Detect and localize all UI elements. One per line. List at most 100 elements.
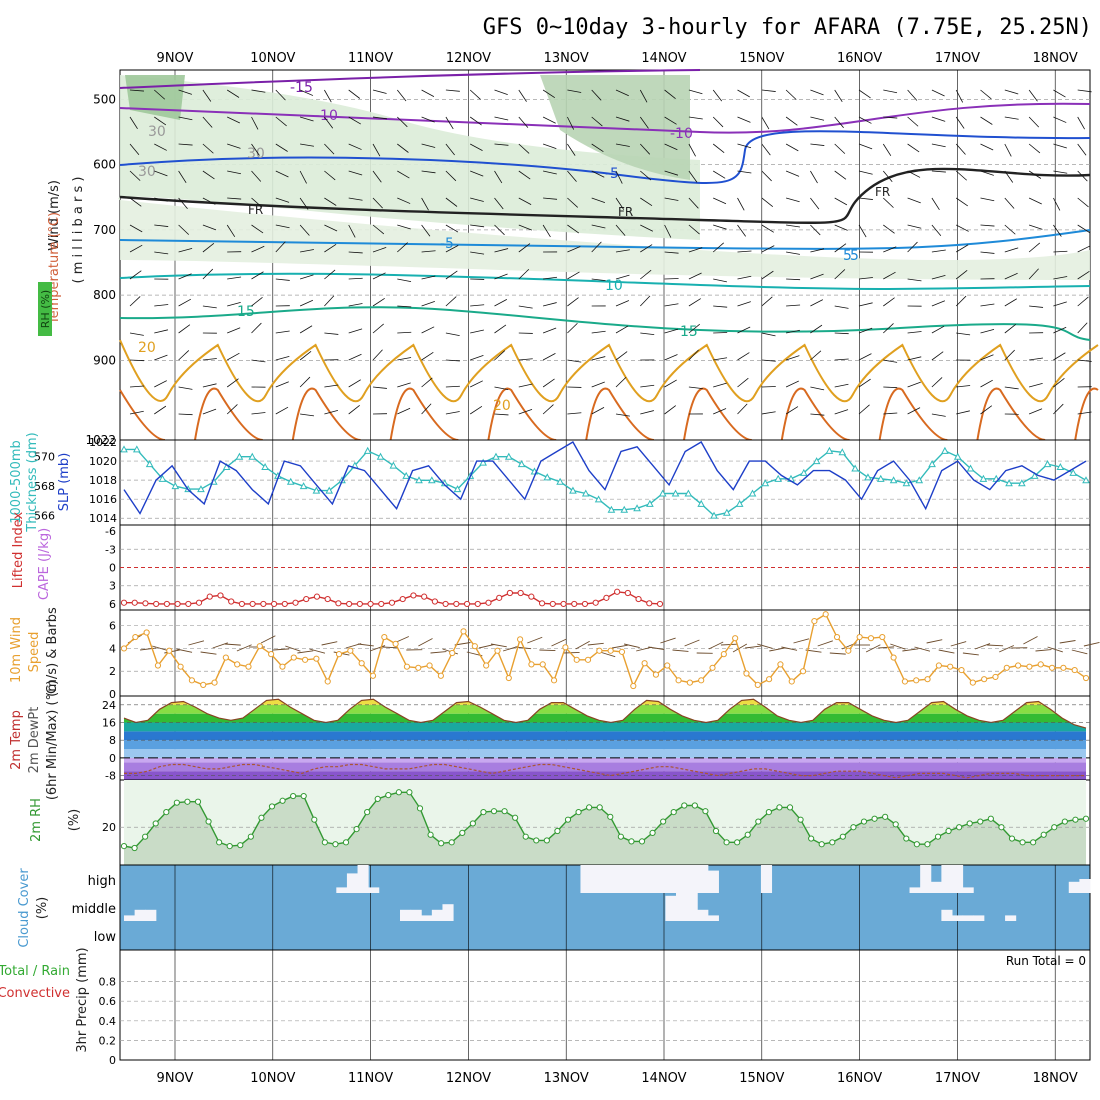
- wind-barb: [324, 170, 336, 181]
- wind-barb: [907, 170, 921, 178]
- wind-barb: [251, 297, 263, 307]
- temp-band: [124, 722, 1086, 732]
- wind10m-point: [550, 677, 558, 684]
- wind-barb: [931, 300, 946, 307]
- wind-barb: [324, 197, 337, 206]
- thickness-point: [646, 499, 654, 507]
- wind-barb: [372, 224, 385, 235]
- wind10m-barb: [902, 648, 919, 652]
- lifted-index-point: [324, 595, 331, 603]
- wind-barb: [980, 405, 993, 415]
- rh2m-point: [469, 820, 476, 827]
- bottom-date-label: 17NOV: [935, 1071, 980, 1086]
- wind-barb: [445, 170, 457, 182]
- rh2m-point: [945, 827, 952, 835]
- wind-barb: [1004, 224, 1016, 235]
- wind-barb: [931, 116, 946, 122]
- wind-barb: [737, 377, 749, 388]
- rh2m-point: [808, 835, 815, 842]
- cloud-middle-bar: [145, 909, 157, 921]
- wind-barb: [372, 247, 387, 253]
- rh2m-point: [1008, 835, 1016, 842]
- wind-barb: [178, 298, 192, 307]
- wind-barb: [688, 197, 699, 209]
- wind10m-point: [268, 651, 275, 658]
- wind10m-barb: [793, 638, 810, 644]
- pressure-tick-label: 600: [93, 158, 116, 172]
- rh2m-point: [300, 792, 307, 800]
- wind-barb: [543, 302, 557, 307]
- wind-barb: [1077, 143, 1087, 156]
- wind-barb: [591, 170, 605, 178]
- temp-band: [124, 731, 1086, 741]
- rh2m-point: [374, 795, 381, 802]
- lifted-index-point: [185, 600, 192, 608]
- wind-barb: [445, 359, 460, 362]
- slp-tick-label: 1018: [89, 474, 117, 487]
- pressure-tick-label: 1022: [85, 433, 116, 447]
- wind-barb: [834, 89, 843, 103]
- thickness-point: [671, 489, 680, 497]
- temp-band: [124, 740, 1086, 750]
- cloud-cover-panel: high middle low: [72, 864, 1091, 951]
- wind-barb: [154, 251, 169, 255]
- temp2m-line: [123, 698, 1087, 729]
- wind-barb: [786, 304, 801, 307]
- wind-barb: [202, 408, 217, 415]
- wind-barb: [882, 143, 892, 157]
- wind-barb: [324, 409, 339, 415]
- wind-barb: [324, 295, 335, 307]
- thickness-point: [1043, 460, 1052, 468]
- wind10m-barb: [357, 643, 374, 647]
- wind-barb: [299, 274, 314, 280]
- wind10m-point: [234, 661, 241, 668]
- wind-barb: [275, 278, 290, 281]
- rh2m-point: [1019, 839, 1026, 846]
- lifted-index-point: [195, 599, 203, 606]
- wind10m-barb: [527, 636, 543, 644]
- li-tick-label: 0: [109, 562, 116, 575]
- wind-barb: [713, 357, 728, 361]
- wind-barb: [178, 273, 192, 280]
- precip-panel: 0 0.2 0.4 0.6 0.8: [99, 949, 1091, 1067]
- cloud-high-bar: [665, 865, 677, 893]
- wind-barb: [372, 116, 387, 120]
- wind10m-point: [449, 649, 456, 657]
- wind10m-point: [120, 645, 128, 652]
- wind-barb: [761, 332, 776, 337]
- wind-barb: [858, 89, 871, 99]
- rh2m-point: [480, 809, 487, 816]
- thickness-point: [979, 474, 988, 482]
- cloud-middle-bar: [686, 893, 698, 921]
- top-date-axis: 9NOV 10NOV 11NOV 12NOV 13NOV 14NOV 15NOV 16NOV 1…: [157, 51, 1078, 66]
- cloud-high-bar: [580, 865, 592, 893]
- cloud-level-label: high: [88, 874, 116, 889]
- lifted-index-point: [356, 600, 363, 608]
- pressure-tick-label: 700: [93, 223, 116, 237]
- wind-barb: [543, 197, 558, 200]
- wind-barb: [299, 325, 313, 334]
- thickness-point: [376, 452, 385, 460]
- wind-barb: [834, 332, 849, 335]
- wind10m-point: [958, 666, 965, 674]
- wind-barb: [615, 89, 629, 97]
- wind-barb: [542, 143, 557, 150]
- thickness-point: [363, 446, 372, 454]
- wind10m-point: [981, 676, 988, 683]
- wind-barb: [688, 143, 696, 157]
- thickness-point: [402, 471, 411, 479]
- wind-barb: [907, 89, 918, 101]
- rh2m-point: [290, 792, 297, 800]
- thickness-tick-label: 566: [34, 510, 55, 523]
- lifted-index-point: [131, 599, 138, 606]
- wind10m-point: [777, 661, 784, 668]
- ylabel-thickness: 1000-500mb: [9, 440, 24, 524]
- wind-barb: [883, 271, 896, 280]
- wind10m-point: [766, 676, 773, 683]
- wind-barb: [858, 143, 873, 150]
- thickness-point: [799, 468, 808, 476]
- dewpt2m-line: [124, 763, 1086, 779]
- wind-barb: [178, 247, 193, 253]
- wind-barb: [299, 224, 310, 236]
- thickness-point: [748, 489, 757, 497]
